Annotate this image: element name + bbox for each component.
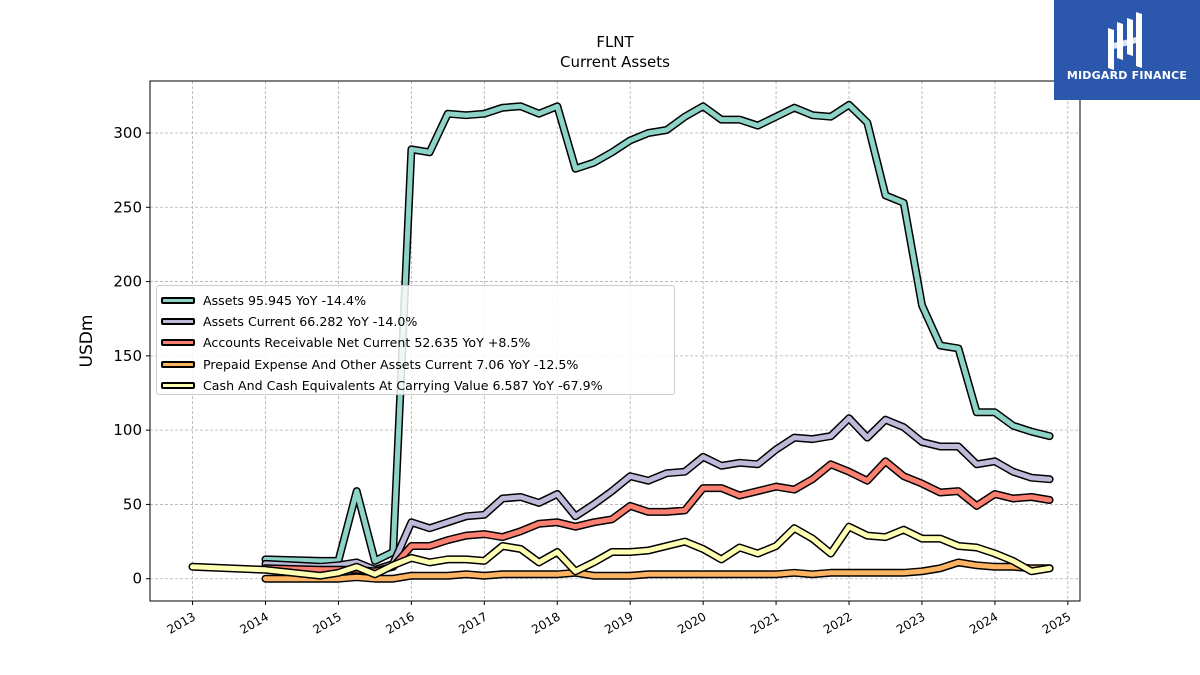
legend-swatch (161, 360, 195, 368)
y-tick-label: 200 (113, 273, 142, 291)
x-tick-label: 2018 (529, 609, 562, 636)
legend-item: Accounts Receivable Net Current 52.635 Y… (161, 332, 674, 353)
legend-label: Assets 95.945 YoY -14.4% (203, 293, 367, 309)
legend-item: Prepaid Expense And Other Assets Current… (161, 354, 674, 375)
series-line (261, 457, 1054, 576)
series-line-stroke (190, 524, 1053, 579)
legend-item: Assets 95.945 YoY -14.4% (161, 290, 674, 311)
x-tick-label: 2014 (238, 609, 271, 636)
legend-item: Cash And Cash Equivalents At Carrying Va… (161, 375, 674, 396)
x-tick-label: 2013 (165, 609, 198, 636)
series-line-stroke (263, 458, 1053, 574)
legend-swatch (161, 381, 195, 389)
legend-label: Accounts Receivable Net Current 52.635 Y… (203, 335, 531, 351)
x-tick-label: 2020 (675, 609, 708, 636)
legend-label: Assets Current 66.282 YoY -14.0% (203, 314, 418, 330)
series-line (261, 100, 1054, 565)
x-tick-label: 2019 (602, 609, 635, 636)
legend-label: Prepaid Expense And Other Assets Current… (203, 356, 579, 372)
x-tick-label: 2024 (967, 609, 1000, 636)
midgard-finance-logo: MIDGARD FINANCE (1054, 0, 1200, 100)
logo-text: MIDGARD FINANCE (1066, 69, 1188, 82)
y-axis-label: USDm (77, 315, 97, 368)
y-tick-label: 0 (132, 570, 142, 588)
series-line (188, 522, 1054, 580)
y-tick-label: 150 (113, 347, 142, 365)
legend-swatch (161, 318, 195, 326)
series-line-stroke (263, 415, 1053, 573)
y-tick-label: 250 (113, 198, 142, 216)
legend-label: Cash And Cash Equivalents At Carrying Va… (203, 377, 603, 393)
x-tick-label: 2025 (1040, 609, 1073, 636)
y-tick-label: 50 (123, 495, 142, 513)
plot-frame (149, 80, 1081, 602)
x-tick-label: 2023 (894, 609, 927, 636)
x-tick-label: 2022 (821, 609, 854, 636)
legend-swatch (161, 339, 195, 347)
series-lines (188, 100, 1054, 583)
legend: Assets 95.945 YoY -14.4% Assets Current … (156, 285, 675, 395)
chart-title: FLNT (596, 33, 634, 51)
series-line-stroke (263, 559, 1053, 582)
y-tick-label: 300 (113, 124, 142, 142)
x-tick-label: 2021 (748, 609, 781, 636)
legend-item: Assets Current 66.282 YoY -14.0% (161, 311, 674, 332)
x-tick-label: 2017 (456, 609, 489, 636)
x-tick-label: 2015 (310, 609, 343, 636)
logo-mark-icon (1108, 12, 1142, 70)
y-tick-label: 100 (113, 421, 142, 439)
series-line (261, 558, 1054, 583)
x-tick-label: 2016 (383, 609, 416, 636)
series-line (261, 414, 1054, 574)
chart-subtitle: Current Assets (560, 53, 670, 71)
series-line-stroke (263, 102, 1053, 564)
legend-swatch (161, 297, 195, 305)
